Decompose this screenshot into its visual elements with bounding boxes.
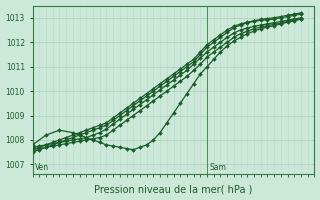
X-axis label: Pression niveau de la mer( hPa ): Pression niveau de la mer( hPa ) <box>94 184 253 194</box>
Text: Ven: Ven <box>35 163 49 172</box>
Text: Sam: Sam <box>209 163 226 172</box>
